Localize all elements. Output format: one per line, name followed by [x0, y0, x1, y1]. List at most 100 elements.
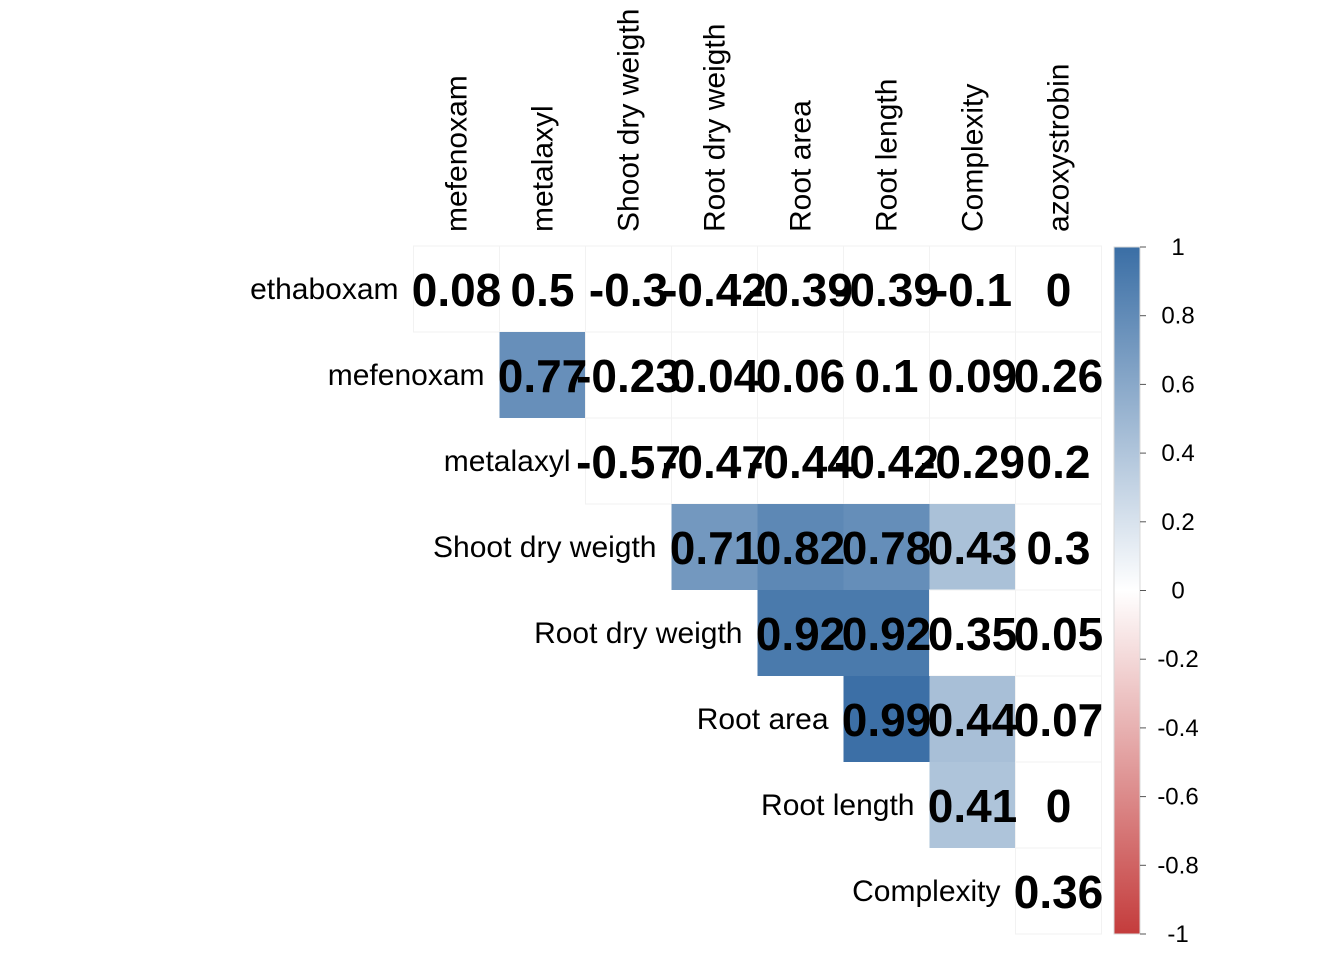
- legend-tick-label: -0.8: [1157, 852, 1198, 879]
- cell-value-label: 0.3: [1027, 522, 1091, 574]
- column-label-root-area: Root area: [785, 100, 818, 232]
- cell-value-label: -0.57: [576, 436, 681, 488]
- legend-tick-label: 0.6: [1161, 371, 1194, 398]
- cell-value-label: -0.23: [576, 350, 681, 402]
- heatmap-value-labels: 0.08 0.5 -0.3-0.42-0.39-0.39-0.1 00.77-0.23…: [412, 264, 1104, 918]
- cell-value-label: -0.47: [662, 436, 767, 488]
- cell-value-label: 0.71: [670, 522, 760, 574]
- column-labels: mefenoxam metalaxyl Shoot dry weigth Root d…: [441, 9, 1076, 232]
- heatmap-cell-mefenoxam-complexity: [929, 331, 1016, 419]
- heatmap-cell-root-dry-weigth-root-area: [757, 590, 844, 676]
- cell-value-label: 0.82: [756, 522, 846, 574]
- cell-value-label: 0.2: [1027, 436, 1091, 488]
- cell-value-label: 0.36: [1014, 866, 1104, 918]
- cell-value-label: 0.44: [928, 694, 1018, 746]
- column-label-root-dry-weigth: Root dry weigth: [699, 24, 732, 232]
- cell-value-label: -0.39: [834, 264, 939, 316]
- column-label-azoxystrobin: azoxystrobin: [1043, 64, 1076, 232]
- row-label-metalaxyl: metalaxyl: [444, 445, 571, 478]
- cell-value-label: -0.3: [589, 264, 668, 316]
- cell-value-label: 0: [1046, 264, 1072, 316]
- heatmap-cell-shoot-dry-weigth-azoxystrobin: [1015, 503, 1102, 591]
- row-label-mefenoxam: mefenoxam: [328, 359, 485, 392]
- column-label-complexity: Complexity: [957, 84, 990, 232]
- heatmap-cell-ethaboxam-root-dry-weigth: [671, 245, 758, 333]
- heatmap-cell-metalaxyl-root-area: [757, 417, 844, 505]
- legend-tick-label: 0.4: [1161, 440, 1194, 467]
- legend-tick-label: -1: [1167, 921, 1188, 948]
- cell-value-label: 0.05: [1014, 608, 1104, 660]
- cell-value-label: 0.77: [498, 350, 588, 402]
- cell-value-label: 0.07: [1014, 694, 1104, 746]
- cell-value-label: 0.92: [842, 608, 932, 660]
- cell-value-label: 0.78: [842, 522, 932, 574]
- cell-value-label: 0.26: [1014, 350, 1104, 402]
- heatmap-cell-mefenoxam-metalaxyl: [499, 332, 586, 418]
- legend-tick-label: 0.2: [1161, 509, 1194, 536]
- heatmap-cell-root-length-azoxystrobin: [1015, 761, 1102, 849]
- cell-value-label: 0: [1046, 780, 1072, 832]
- row-label-ethaboxam: ethaboxam: [250, 273, 398, 306]
- heatmap-cell-shoot-dry-weigth-complexity: [929, 504, 1016, 590]
- column-label-metalaxyl: metalaxyl: [527, 105, 560, 232]
- cell-value-label: -0.42: [662, 264, 767, 316]
- legend-tick-label: 0: [1171, 578, 1184, 605]
- cell-value-label: 0.04: [670, 350, 760, 402]
- cell-value-label: -0.39: [748, 264, 853, 316]
- cell-value-label: -0.42: [834, 436, 939, 488]
- row-label-root-dry-weigth: Root dry weigth: [534, 617, 742, 650]
- cell-value-label: 0.1: [855, 350, 919, 402]
- legend-tick-label: -0.4: [1157, 715, 1198, 742]
- heatmap-cell-mefenoxam-shoot-dry-weigth: [585, 331, 672, 419]
- cell-value-label: -0.1: [933, 264, 1012, 316]
- row-label-root-area: Root area: [697, 703, 829, 736]
- heatmap-cell-root-area-complexity: [929, 676, 1016, 762]
- legend-tick-label: 1: [1171, 234, 1184, 261]
- heatmap-cell-metalaxyl-shoot-dry-weigth: [585, 417, 672, 505]
- heatmap-cell-ethaboxam-root-length: [843, 245, 930, 333]
- heatmap-cell-ethaboxam-shoot-dry-weigth: [585, 245, 672, 333]
- row-label-shoot-dry-weigth: Shoot dry weigth: [433, 531, 656, 564]
- cell-value-label: 0.99: [842, 694, 932, 746]
- cell-value-label: 0.43: [928, 522, 1018, 574]
- heatmap-cell-shoot-dry-weigth-root-area: [757, 504, 844, 590]
- heatmap-cell-metalaxyl-azoxystrobin: [1015, 417, 1102, 505]
- row-label-root-length: Root length: [761, 789, 914, 822]
- heatmap-cell-mefenoxam-root-length: [843, 331, 930, 419]
- heatmap-cell-mefenoxam-azoxystrobin: [1015, 331, 1102, 419]
- row-label-complexity: Complexity: [852, 875, 1000, 908]
- cell-value-label: 0.5: [511, 264, 575, 316]
- heatmap-cell-root-dry-weigth-complexity: [929, 589, 1016, 677]
- cell-value-label: 0.08: [412, 264, 502, 316]
- legend-tick-label: -0.6: [1157, 784, 1198, 811]
- heatmap-cell-ethaboxam-azoxystrobin: [1015, 245, 1102, 333]
- heatmap-cell-ethaboxam-mefenoxam: [413, 245, 500, 333]
- heatmap-cell-metalaxyl-root-length: [843, 417, 930, 505]
- row-labels: ethaboxam mefenoxam metalaxyl Shoot dry wei…: [250, 273, 1000, 908]
- heatmap-cell-root-dry-weigth-azoxystrobin: [1015, 589, 1102, 677]
- cell-value-label: -0.29: [920, 436, 1025, 488]
- heatmap-cells: [413, 245, 1102, 935]
- heatmap-cell-shoot-dry-weigth-root-length: [843, 504, 930, 590]
- cell-value-label: -0.44: [748, 436, 853, 488]
- color-legend: 1 0.8 0.6 0.4 0.2 0 -0.2 -0.4 -0.6 -0.8 -1: [1113, 234, 1199, 948]
- heatmap-cell-mefenoxam-root-dry-weigth: [671, 331, 758, 419]
- cell-value-label: 0.92: [756, 608, 846, 660]
- legend-tick-label: -0.2: [1157, 646, 1198, 673]
- legend-color-bar: [1113, 246, 1141, 935]
- heatmap-cell-ethaboxam-metalaxyl: [499, 245, 586, 333]
- cell-value-label: 0.06: [756, 350, 846, 402]
- heatmap-cell-shoot-dry-weigth-root-dry-weigth: [671, 504, 758, 590]
- cell-value-label: 0.09: [928, 350, 1018, 402]
- heatmap-cell-ethaboxam-root-area: [757, 245, 844, 333]
- heatmap-cell-root-area-azoxystrobin: [1015, 675, 1102, 763]
- cell-value-label: 0.41: [928, 780, 1018, 832]
- heatmap-cell-root-length-complexity: [929, 762, 1016, 848]
- heatmap-cell-root-dry-weigth-root-length: [843, 590, 930, 676]
- heatmap-cell-metalaxyl-complexity: [929, 417, 1016, 505]
- cell-value-label: 0.35: [928, 608, 1018, 660]
- column-label-shoot-dry-weigth: Shoot dry weigth: [613, 9, 646, 232]
- legend-tick-label: 0.8: [1161, 303, 1194, 330]
- heatmap-cell-metalaxyl-root-dry-weigth: [671, 417, 758, 505]
